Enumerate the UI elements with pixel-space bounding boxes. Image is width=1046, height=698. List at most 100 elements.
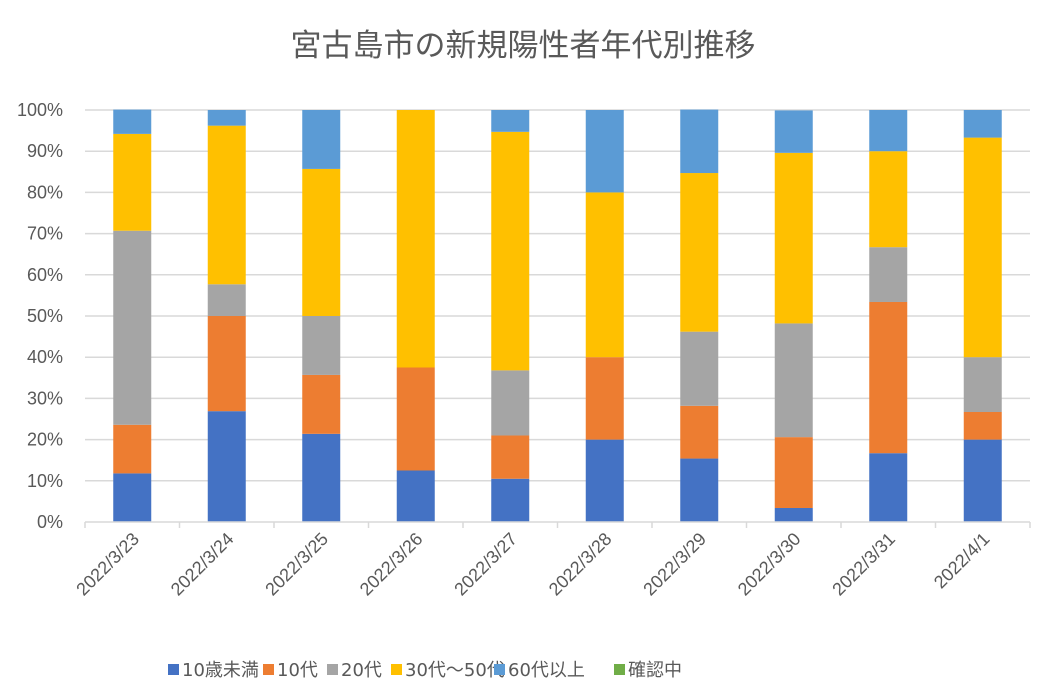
legend-item[interactable]: 10歳未満: [168, 660, 259, 681]
legend-item[interactable]: 30代～50代: [391, 660, 505, 681]
bar-segment: [585, 439, 624, 522]
legend-item[interactable]: 確認中: [614, 660, 682, 681]
bars: [113, 109, 1002, 522]
y-tick-label: 90%: [27, 141, 63, 161]
legend-item[interactable]: 60代以上: [494, 660, 585, 681]
bar-stack: [774, 110, 813, 522]
bar-segment: [869, 110, 908, 152]
bar-segment: [963, 411, 1002, 440]
y-tick-label: 80%: [27, 182, 63, 202]
bar-segment: [680, 405, 719, 459]
bar-segment: [585, 192, 624, 358]
bar-stack: [491, 110, 530, 522]
bar-segment: [491, 370, 530, 436]
bar-segment: [774, 110, 813, 153]
bar-segment: [963, 110, 1002, 138]
legend-swatch: [614, 664, 625, 675]
x-tick-label: 2022/3/28: [545, 529, 616, 600]
bar-stack: [585, 110, 624, 522]
bar-segment: [113, 133, 152, 231]
bar-segment: [869, 453, 908, 522]
x-tick-label: 2022/3/27: [450, 529, 521, 600]
x-axis: [84, 521, 1031, 528]
bar-segment: [869, 247, 908, 302]
bar-segment: [113, 109, 152, 134]
x-tick-label: 2022/3/29: [639, 529, 710, 600]
chart-title: 宮古島市の新規陽性者年代別推移: [291, 28, 756, 64]
bar-stack: [396, 110, 435, 522]
y-tick-label: 60%: [27, 265, 63, 285]
x-axis-labels: 2022/3/23 2022/3/24 2022/3/25 2022/3/26 2022…: [72, 529, 993, 600]
bar-segment: [680, 331, 719, 406]
x-tick-label: 2022/4/1: [930, 529, 994, 593]
bar-segment: [302, 433, 341, 522]
y-tick-label: 50%: [27, 306, 63, 326]
y-tick-label: 20%: [27, 430, 63, 450]
bar-segment: [680, 173, 719, 332]
legend-item[interactable]: 10代: [263, 660, 318, 681]
bar-segment: [396, 470, 435, 522]
bar-segment: [680, 109, 719, 174]
bar-segment: [113, 230, 152, 425]
bar-segment: [396, 110, 435, 368]
bar-segment: [113, 424, 152, 474]
bar-segment: [113, 473, 152, 522]
bar-segment: [491, 478, 530, 522]
bar-segment: [491, 435, 530, 479]
bar-segment: [774, 437, 813, 508]
bar-segment: [963, 357, 1002, 412]
y-tick-label: 30%: [27, 388, 63, 408]
bar-segment: [302, 316, 341, 375]
legend-label: 20代: [341, 660, 382, 681]
legend-label: 10代: [277, 660, 318, 681]
bar-segment: [585, 110, 624, 193]
x-tick-label: 2022/3/30: [734, 529, 805, 600]
legend: 10歳未満 10代 20代 30代～50代 60代以上 確認中: [168, 660, 682, 681]
bar-segment: [963, 137, 1002, 358]
bar-segment: [774, 152, 813, 324]
y-axis-labels: 0% 10% 20% 30% 40% 50% 60% 70% 80% 90% 100%: [17, 100, 63, 532]
bar-segment: [491, 131, 530, 371]
bar-segment: [774, 323, 813, 438]
bar-segment: [585, 357, 624, 440]
bar-stack: [963, 110, 1002, 522]
bar-segment: [302, 110, 341, 169]
bar-segment: [680, 458, 719, 522]
bar-segment: [774, 507, 813, 522]
legend-swatch: [494, 664, 505, 675]
y-tick-label: 0%: [37, 512, 63, 532]
bar-stack: [302, 110, 341, 522]
legend-swatch: [391, 664, 402, 675]
bar-stack: [207, 110, 246, 522]
bar-segment: [302, 168, 341, 316]
bar-segment: [207, 284, 246, 316]
bar-segment: [491, 110, 530, 132]
legend-swatch: [263, 664, 274, 675]
y-tick-label: 10%: [27, 471, 63, 491]
bar-segment: [869, 301, 908, 454]
legend-label: 確認中: [628, 660, 682, 681]
bar-stack: [680, 109, 719, 522]
bar-stack: [113, 109, 152, 522]
legend-label: 10歳未満: [182, 660, 259, 681]
x-tick-label: 2022/3/24: [167, 529, 238, 600]
bar-segment: [207, 110, 246, 126]
bar-stack: [869, 110, 908, 522]
x-tick-label: 2022/3/26: [356, 529, 427, 600]
y-tick-label: 70%: [27, 224, 63, 244]
bar-segment: [207, 411, 246, 522]
legend-item[interactable]: 20代: [327, 660, 382, 681]
bar-segment: [302, 374, 341, 434]
y-tick-label: 40%: [27, 347, 63, 367]
legend-swatch: [327, 664, 338, 675]
x-tick-label: 2022/3/31: [828, 529, 899, 600]
legend-label: 30代～50代: [405, 660, 505, 681]
bar-segment: [207, 316, 246, 412]
legend-label: 60代以上: [508, 660, 585, 681]
bar-segment: [396, 367, 435, 471]
x-tick-label: 2022/3/23: [72, 529, 143, 600]
bar-segment: [207, 125, 246, 285]
legend-swatch: [168, 664, 179, 675]
x-tick-label: 2022/3/25: [261, 529, 332, 600]
